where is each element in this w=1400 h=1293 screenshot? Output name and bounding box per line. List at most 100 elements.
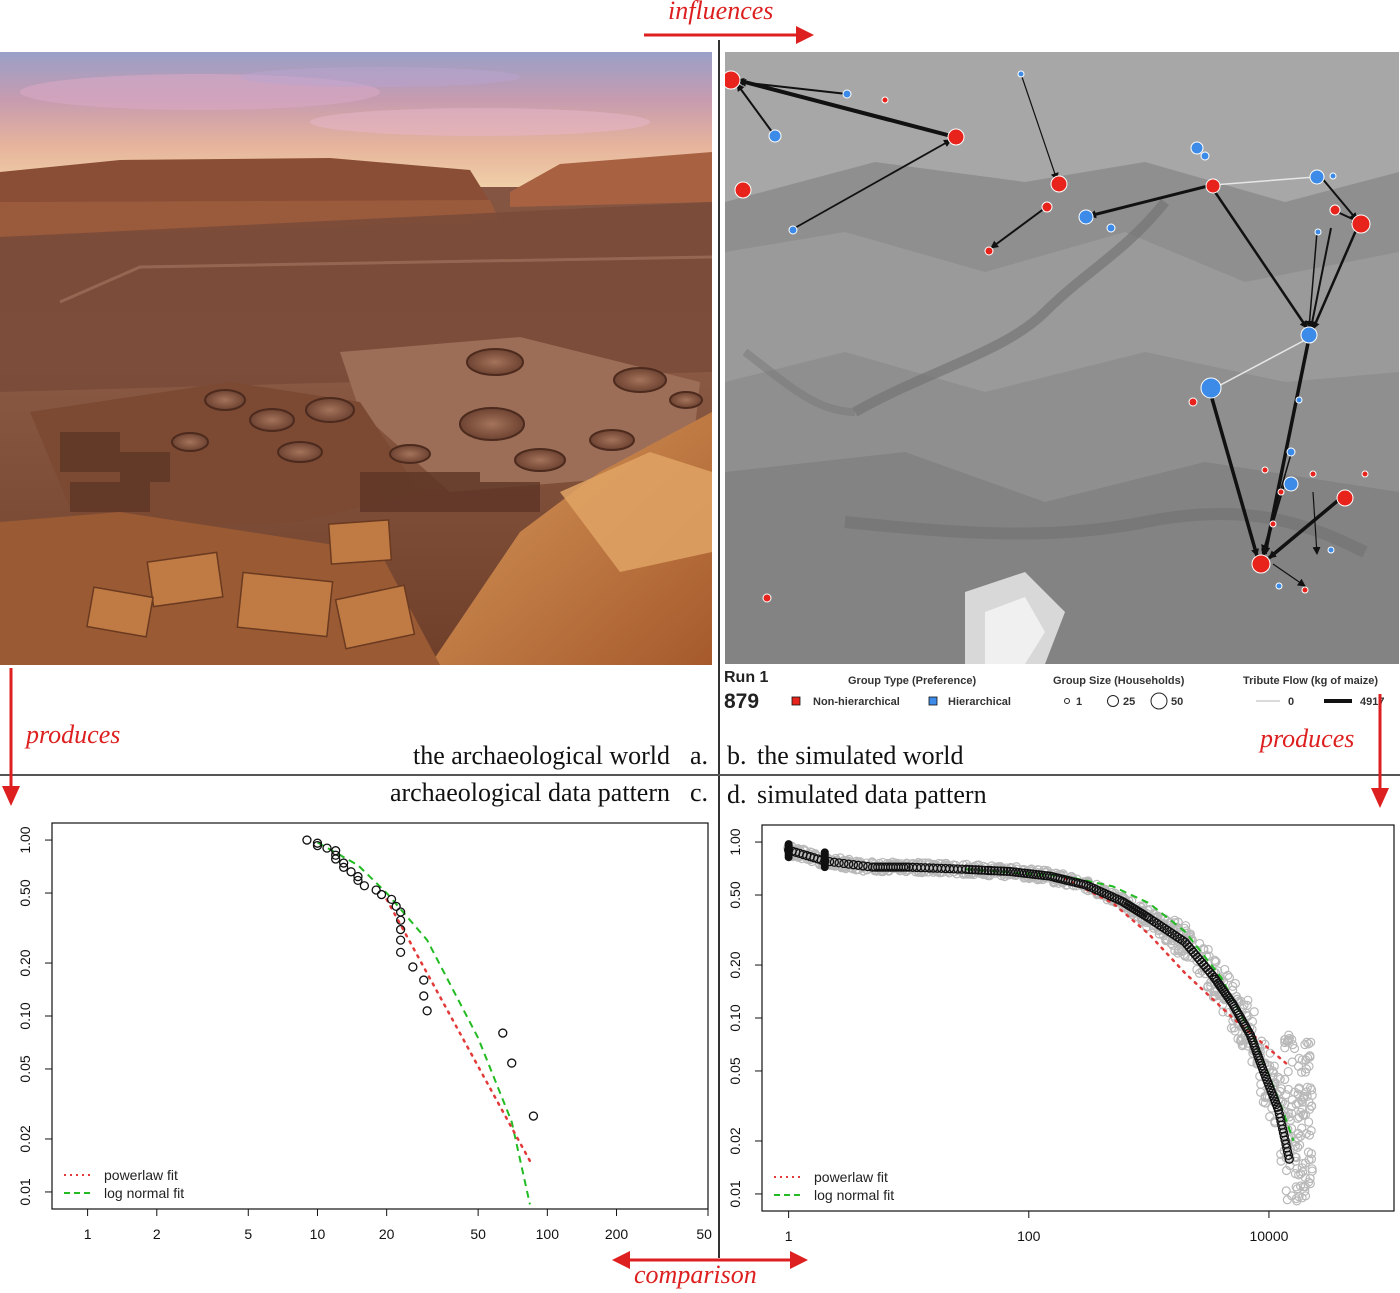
influences-arrow (644, 26, 814, 44)
y-tick-label: 0.01 (727, 1180, 743, 1207)
data-point (964, 864, 974, 875)
simulated-point (1291, 1193, 1302, 1204)
simulated-point (1242, 1000, 1252, 1010)
simulated-point (1230, 1026, 1240, 1036)
simulated-point (1293, 1089, 1303, 1099)
data-point (339, 862, 349, 872)
data-point (834, 858, 844, 868)
data-point (844, 859, 854, 869)
simulated-point (1257, 1036, 1267, 1046)
chart-simulated: 0.01 0.02 0.05 0.10 0.20 0.50 1.00 1 100 10000 pow… (727, 824, 1395, 1244)
simulated-point (1306, 1037, 1316, 1047)
left-produces-arrow (2, 668, 20, 806)
data-point (395, 924, 406, 935)
data-point (346, 867, 356, 877)
size-1-symbol (1064, 698, 1070, 704)
left-produces-label: produces (26, 720, 121, 749)
simulated-point (1218, 1007, 1228, 1017)
data-point (977, 865, 987, 875)
x-tick-label: 2 (153, 1226, 161, 1242)
simulated-point (1304, 1117, 1314, 1127)
simulated-point (1300, 1110, 1311, 1120)
data-point (1284, 1154, 1294, 1164)
simulated-point (1298, 1167, 1308, 1177)
simulated-point (1303, 1147, 1314, 1157)
simulated-point (1280, 1043, 1290, 1053)
panel-b-letter: b. (727, 741, 747, 770)
simulated-point (1276, 1084, 1286, 1094)
data-point (376, 889, 387, 900)
simulated-point (1233, 1034, 1243, 1044)
simulated-point (1203, 944, 1213, 955)
x-tick-label: 200 (605, 1226, 629, 1242)
simulated-point (1265, 1112, 1275, 1122)
x-tick-label: 1 (785, 1228, 793, 1244)
simulated-point (1291, 1182, 1301, 1192)
x-tick-label: 5 (244, 1226, 252, 1242)
simulated-point (1291, 1156, 1301, 1166)
panel-d-letter: d. (727, 780, 747, 809)
data-point (839, 858, 849, 869)
simulated-point (1273, 1072, 1283, 1082)
right-produces-arrow (1371, 694, 1389, 808)
data-point (996, 866, 1006, 876)
data-point (312, 838, 323, 848)
plot-frame (51, 822, 709, 1210)
archaeological-photo (0, 52, 712, 665)
simulated-point (1166, 938, 1176, 949)
simulated-point (1168, 940, 1178, 950)
panel-c-letter: c. (690, 778, 709, 807)
data-point (901, 862, 911, 872)
data-point (395, 915, 406, 925)
data-point (848, 860, 859, 870)
simulated-point (1220, 964, 1230, 975)
data-point (829, 857, 839, 867)
run-label: Run 1 (724, 669, 769, 686)
y-tick-label: 0.10 (17, 1002, 33, 1029)
non-hierarchical-label: Non-hierarchical (813, 696, 900, 708)
data-point (419, 991, 429, 1001)
simulated-point (1296, 1067, 1307, 1077)
simulated-point (1283, 1066, 1293, 1077)
simulated-point (1296, 1169, 1306, 1179)
y-tick-label: 0.50 (727, 881, 743, 908)
simulated-point (1291, 1099, 1301, 1109)
simulated-point (1301, 1129, 1311, 1139)
y-tick-label: 1.00 (17, 826, 33, 853)
data-point (331, 854, 341, 864)
data-point (322, 843, 332, 853)
simulated-point (1307, 1090, 1317, 1100)
simulated-point (1294, 1084, 1304, 1094)
simulated-point (1260, 1039, 1270, 1049)
data-point (1002, 866, 1012, 877)
group-nodes (725, 70, 1371, 603)
simulated-point (1176, 946, 1186, 957)
horizontal-divider (0, 774, 1400, 776)
simulated-point (1306, 1126, 1316, 1136)
data-point (391, 901, 401, 911)
data-point (992, 866, 1003, 876)
tick-counter: 879 (724, 690, 759, 713)
legend-powerlaw-label: powerlaw fit (814, 1169, 888, 1185)
simulated-point (1237, 1041, 1247, 1051)
data-point (386, 894, 397, 905)
data-point (353, 871, 363, 882)
data-point (784, 840, 793, 849)
data-point (999, 866, 1009, 876)
data-point (853, 860, 863, 870)
data-point (408, 962, 418, 972)
simulated-point (1192, 964, 1202, 975)
simulated-point (1290, 1152, 1300, 1162)
tribute-max-label: 4917 (1360, 696, 1384, 708)
y-tick-label: 0.20 (727, 951, 743, 978)
data-point (858, 861, 868, 871)
comparison-label: comparison (634, 1260, 757, 1289)
data-point (371, 885, 381, 895)
data-point (961, 864, 971, 874)
simulated-point (942, 862, 952, 872)
y-tick-label: 0.02 (17, 1125, 33, 1152)
simulated-point (1307, 1166, 1317, 1176)
simulated-point (1287, 1034, 1297, 1045)
chart-archaeological: 0.01 0.02 0.05 0.10 0.20 0.50 1.00 1 2 5 10 20 50 100… (17, 822, 712, 1242)
data-point (820, 848, 829, 857)
